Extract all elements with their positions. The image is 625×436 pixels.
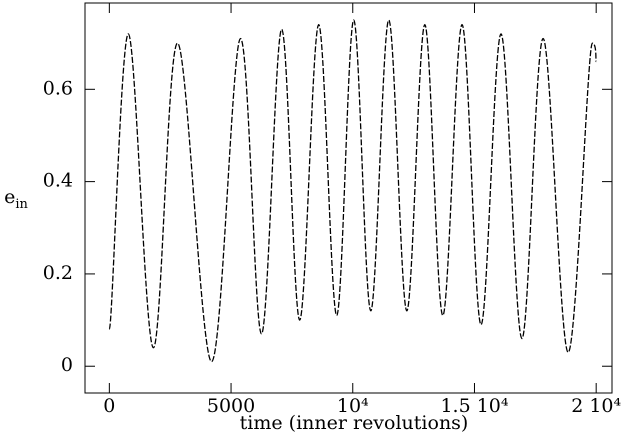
x-tick-label: 1.5 10⁴ bbox=[440, 395, 508, 417]
data-line bbox=[108, 19, 597, 363]
y-label-main: e bbox=[4, 186, 15, 208]
x-axis-label: time (inner revolutions) bbox=[240, 412, 469, 434]
y-tick-label: 0.2 bbox=[43, 262, 73, 284]
x-tick-label: 0 bbox=[103, 395, 115, 417]
y-tick-label: 0 bbox=[61, 354, 73, 376]
y-tick-label: 0.4 bbox=[43, 170, 73, 192]
x-tick-label: 10⁴ bbox=[337, 395, 369, 417]
y-label-sub: in bbox=[15, 197, 28, 212]
x-tick-label: 5000 bbox=[207, 395, 255, 417]
y-axis-label: ein bbox=[4, 186, 28, 212]
plot-frame bbox=[84, 2, 613, 394]
x-tick-label: 2 10⁴ bbox=[571, 395, 621, 417]
y-tick-label: 0.6 bbox=[43, 77, 73, 99]
